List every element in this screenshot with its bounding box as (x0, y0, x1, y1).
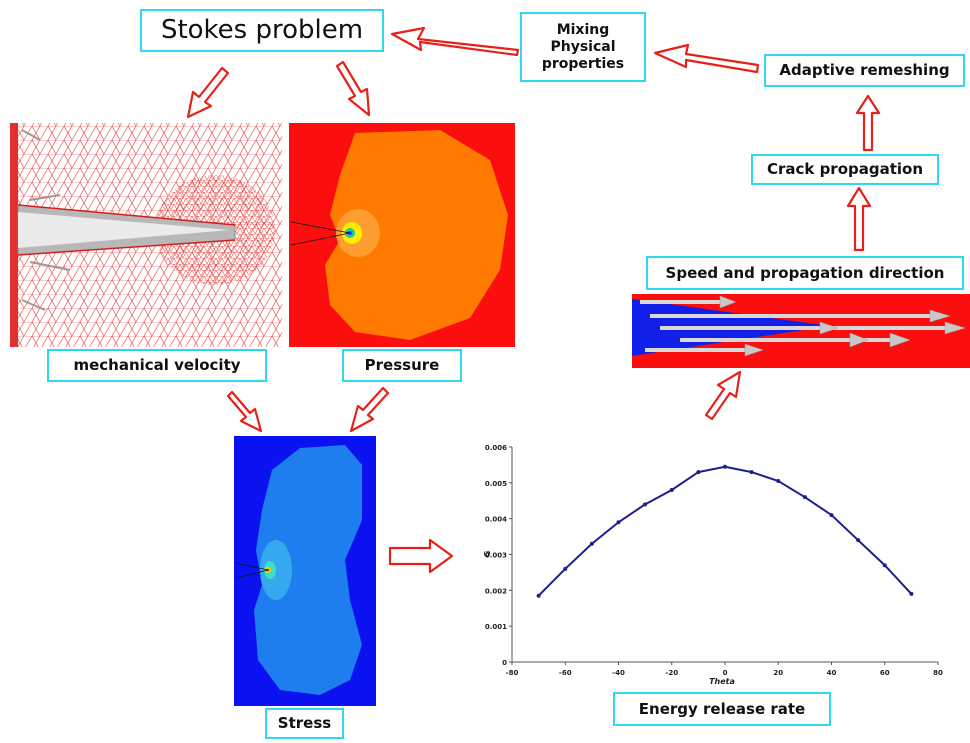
x-tick-label: 60 (880, 669, 890, 677)
mixing-properties-label: Mixing Physical properties (520, 12, 646, 82)
arrow-speed-to-crack (846, 186, 872, 252)
energy-release-rate-label: Energy release rate (613, 692, 831, 726)
y-tick-label: 0.002 (485, 587, 507, 595)
flow-arrows (186, 26, 881, 574)
velocity-mesh-image (10, 123, 282, 347)
stokes-problem-label: Stokes problem (140, 9, 384, 52)
data-point (563, 566, 568, 571)
y-tick-label: 0 (502, 659, 507, 667)
x-tick-label: 80 (933, 669, 943, 677)
energy-points (536, 464, 914, 598)
x-tick-label: 20 (773, 669, 783, 677)
x-tick-label: 0 (723, 669, 728, 677)
x-tick-label: -80 (506, 669, 519, 677)
data-point (723, 464, 727, 469)
energy-curve (537, 465, 913, 597)
data-point (776, 479, 781, 484)
chart-y-label: G (483, 551, 492, 558)
arrow-pressure-to-stress (349, 386, 390, 433)
stress-label: Stress (265, 708, 344, 739)
y-tick-label: 0.006 (485, 444, 507, 452)
stress-field-image (234, 436, 376, 706)
data-point (829, 513, 834, 518)
energy-chart: -80 -60 -40 -20 0 20 40 60 80 0 0.001 0.002 0.003 0.… (483, 444, 943, 686)
speed-direction-image (632, 294, 970, 368)
arrow-crack-to-remeshing (855, 94, 881, 152)
arrow-energy-to-speed (704, 370, 742, 421)
y-tick-label: 0.001 (485, 623, 507, 631)
data-point (856, 538, 861, 543)
pressure-field-image (289, 123, 515, 347)
arrow-stress-to-energy (388, 538, 454, 574)
y-tick-label: 0.005 (485, 480, 507, 488)
speed-direction-label: Speed and propagation direction (646, 256, 964, 290)
data-point (882, 563, 887, 568)
data-point (802, 495, 807, 500)
data-point (696, 470, 701, 475)
x-tick-label: -40 (612, 669, 625, 677)
chart-y-ticks: 0 0.001 0.002 0.003 0.004 0.005 0.006 (485, 444, 512, 667)
arrow-stokes-to-velocity (186, 66, 230, 119)
mechanical-velocity-label: mechanical velocity (47, 349, 267, 382)
arrow-remeshing-to-mixing (653, 43, 760, 74)
x-tick-label: 40 (827, 669, 837, 677)
data-point (536, 593, 541, 598)
chart-x-label: Theta (709, 677, 735, 686)
x-tick-label: -60 (559, 669, 572, 677)
data-point (909, 591, 914, 596)
data-point (643, 502, 648, 507)
data-point (669, 488, 674, 492)
adaptive-remeshing-label: Adaptive remeshing (764, 54, 965, 87)
y-tick-label: 0.004 (485, 516, 507, 524)
data-point (589, 541, 594, 546)
data-point (616, 520, 621, 525)
arrow-stokes-to-pressure (335, 60, 371, 117)
crack-propagation-label: Crack propagation (751, 154, 939, 185)
arrow-velocity-to-stress (226, 390, 263, 433)
data-point (749, 470, 754, 475)
y-tick-label: 0.003 (485, 552, 507, 560)
arrow-mixing-to-stokes (390, 26, 520, 57)
chart-x-ticks: -80 -60 -40 -20 0 20 40 60 80 (506, 662, 943, 677)
pressure-label: Pressure (342, 349, 462, 382)
x-tick-label: -20 (665, 669, 678, 677)
